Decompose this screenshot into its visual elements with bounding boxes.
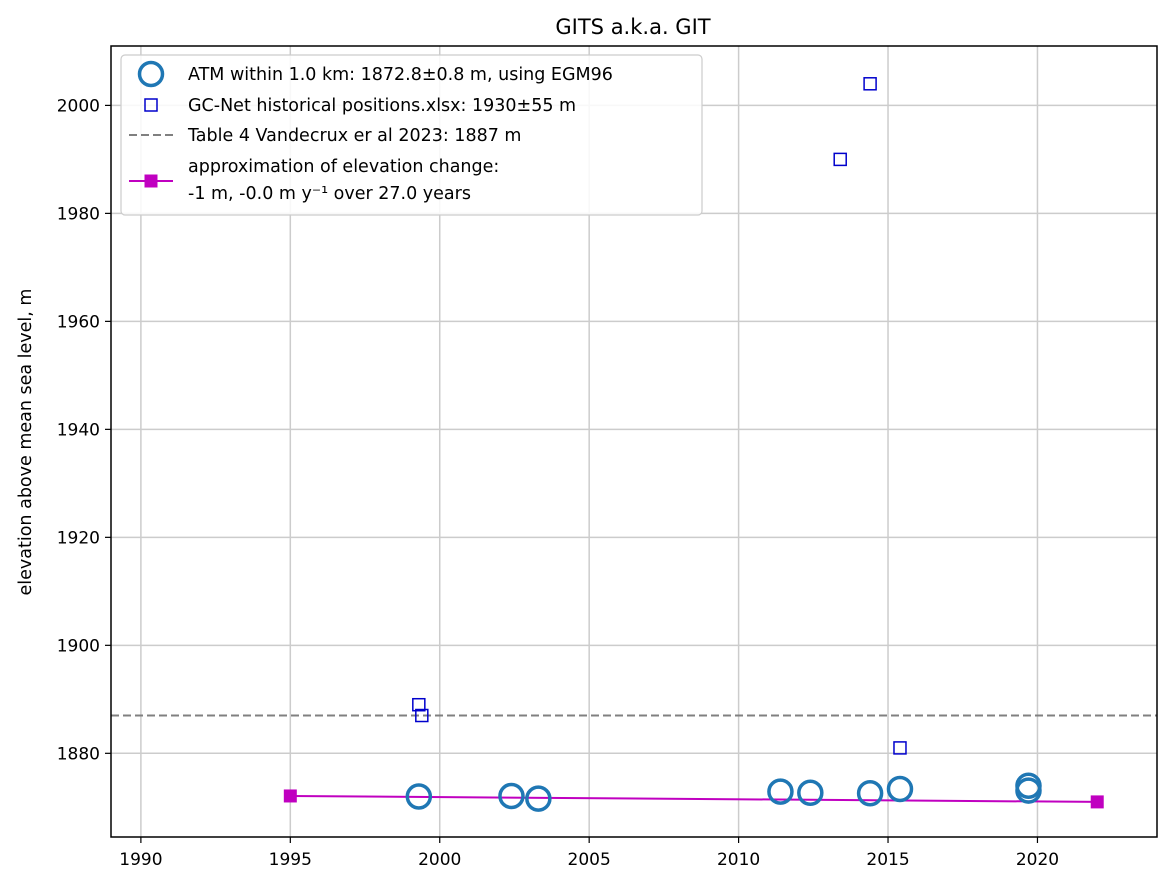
gcnet-point [893,741,907,755]
atm-point [405,783,433,810]
x-tick-label: 1995 [269,850,312,870]
legend: ATM within 1.0 km: 1872.8±0.8 m, using E… [120,54,703,216]
atm-point [767,778,794,805]
y-tick-label: 1960 [57,312,100,332]
y-tick-label: 2000 [57,96,100,116]
axis-ticks: 1990 1995 2000 2005 2010 2015 2020 1880 1900 1920… [57,96,1059,870]
legend-square-marker [144,98,158,112]
x-tick-label: 2020 [1016,850,1059,870]
gcnet-point [863,77,877,91]
legend-filled-square [144,174,158,188]
y-tick-label: 1980 [57,204,100,224]
x-tick-label: 2005 [568,850,611,870]
legend-label: ATM within 1.0 km: 1872.8±0.8 m, using E… [188,65,613,85]
atm-point [856,780,884,807]
atm-point [797,779,824,806]
x-tick-label: 2000 [418,850,461,870]
y-tick-label: 1920 [57,528,100,548]
gcnet-point [833,152,847,167]
trend-point [1090,795,1104,809]
legend-label: GC-Net historical positions.xlsx: 1930±5… [188,96,576,116]
x-tick-label: 2010 [717,850,760,870]
x-tick-label: 1990 [119,850,162,870]
y-tick-label: 1940 [57,420,100,440]
chart-title: GITS a.k.a. GIT [555,15,710,39]
legend-circle-marker [137,60,165,88]
legend-label: Table 4 Vandecrux er al 2023: 1887 m [187,126,521,146]
y-tick-label: 1880 [57,744,100,764]
trend-line [290,794,1098,803]
legend-entry: Table 4 Vandecrux er al 2023: 1887 m [129,126,521,146]
atm-point [886,775,914,803]
atm-point [1015,777,1042,804]
atm-point [525,785,552,812]
legend-entry: approximation of elevation change: -1 m, … [129,157,499,204]
legend-label: approximation of elevation change: -1 m, … [188,157,499,204]
x-tick-label: 2015 [866,850,909,870]
trend-point [283,789,297,803]
legend-box [120,54,703,216]
plot-frame [110,45,1158,838]
gcnet-point [415,708,429,723]
y-axis-label: elevation above mean sea level, m [16,289,36,596]
atm-point [498,782,525,810]
plot-series [111,77,1157,812]
y-tick-label: 1900 [57,636,100,656]
gcnet-point [412,697,426,712]
legend-entry: ATM within 1.0 km: 1872.8±0.8 m, using E… [137,60,613,88]
legend-entry: GC-Net historical positions.xlsx: 1930±5… [144,96,576,116]
